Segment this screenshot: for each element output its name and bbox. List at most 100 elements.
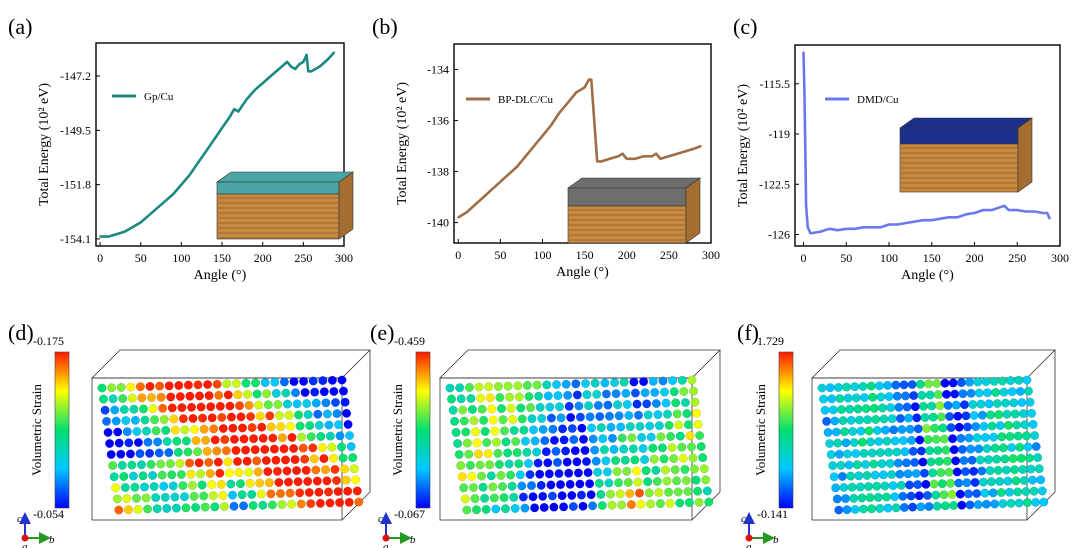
atom-sphere xyxy=(998,443,1008,453)
atom-sphere xyxy=(141,426,151,436)
atom-sphere xyxy=(284,410,294,420)
atom-sphere xyxy=(872,425,882,435)
atom-sphere xyxy=(121,416,131,426)
atom-sphere xyxy=(931,434,941,444)
atom-sphere xyxy=(354,497,364,507)
atom-sphere xyxy=(537,413,547,423)
atom-sphere xyxy=(176,470,186,480)
atom-sphere xyxy=(934,457,944,467)
atom-sphere xyxy=(276,422,286,432)
atom-sphere xyxy=(870,470,880,480)
x-tick-label: 100 xyxy=(880,251,898,265)
data-point xyxy=(499,180,502,183)
x-tick-label: 300 xyxy=(335,251,353,265)
atom-sphere xyxy=(493,448,503,458)
atom-sphere xyxy=(899,502,909,512)
atom-sphere xyxy=(875,448,885,458)
atom-sphere xyxy=(685,431,695,441)
atom-sphere xyxy=(864,482,874,492)
atom-sphere xyxy=(623,477,633,487)
atom-sphere xyxy=(223,457,233,467)
atom-sphere xyxy=(961,411,971,421)
atom-sphere xyxy=(575,412,585,422)
atom-sphere xyxy=(178,481,188,491)
atom-sphere xyxy=(268,433,278,443)
atom-sphere xyxy=(133,504,143,514)
atom-sphere xyxy=(930,423,940,433)
atom-sphere xyxy=(608,433,618,443)
atom-sphere xyxy=(185,391,195,401)
atom-sphere xyxy=(620,455,630,465)
atom-sphere xyxy=(208,491,218,501)
atom-sphere xyxy=(578,501,588,511)
atom-sphere xyxy=(889,425,899,435)
atom-sphere xyxy=(306,499,316,509)
colorbar-min-label: -0.141 xyxy=(757,507,788,521)
atom-sphere xyxy=(583,468,593,478)
atom-sphere xyxy=(629,377,639,387)
atom-sphere xyxy=(279,377,289,387)
data-point xyxy=(261,82,264,85)
atom-sphere xyxy=(995,421,1005,431)
atom-sphere xyxy=(244,400,254,410)
atom-sphere xyxy=(448,405,458,415)
atom-sphere xyxy=(129,404,139,414)
atom-sphere xyxy=(167,470,177,480)
atom-sphere xyxy=(539,502,549,512)
y-tick-label: -149.5 xyxy=(60,123,91,137)
atom-sphere xyxy=(567,424,577,434)
atom-sphere xyxy=(656,432,666,442)
atom-sphere xyxy=(820,405,830,415)
atom-sphere xyxy=(909,391,919,401)
inset-layer-front xyxy=(899,127,1019,145)
atom-sphere xyxy=(231,379,241,389)
data-point xyxy=(221,127,223,129)
atom-sphere xyxy=(468,483,478,493)
atom-sphere xyxy=(209,424,219,434)
atom-sphere xyxy=(1009,398,1019,408)
atom-sphere xyxy=(602,467,612,477)
atom-sphere xyxy=(128,471,138,481)
atom-sphere xyxy=(485,460,495,470)
atom-sphere xyxy=(298,443,308,453)
atom-sphere xyxy=(351,475,361,485)
atom-sphere xyxy=(607,500,617,510)
atom-sphere xyxy=(491,437,501,447)
atom-sphere xyxy=(1013,487,1023,497)
atom-sphere xyxy=(591,456,601,466)
atom-sphere xyxy=(666,431,676,441)
atom-sphere xyxy=(867,448,877,458)
atom-sphere xyxy=(994,410,1004,420)
colorbar-max-label: -0.459 xyxy=(394,334,425,348)
atom-sphere xyxy=(314,487,324,497)
atom-sphere xyxy=(215,401,225,411)
atom-sphere xyxy=(897,425,907,435)
atom-sphere xyxy=(114,505,124,515)
data-point xyxy=(965,213,967,216)
atom-sphere xyxy=(506,470,516,480)
atom-sphere xyxy=(834,505,844,515)
atom-sphere xyxy=(189,425,199,435)
data-point xyxy=(164,200,167,203)
atom-sphere xyxy=(693,486,703,496)
atom-sphere xyxy=(477,471,487,481)
colorbar-min-label: -0.067 xyxy=(394,507,425,521)
atom-sphere xyxy=(199,491,209,501)
atom-sphere xyxy=(1001,398,1011,408)
atom-sphere xyxy=(883,503,893,513)
atom-sphere xyxy=(480,493,490,503)
atom-sphere xyxy=(193,447,203,457)
atom-sphere xyxy=(1008,454,1018,464)
atom-sphere xyxy=(651,399,661,409)
atom-sphere xyxy=(895,469,905,479)
atom-sphere xyxy=(595,412,605,422)
atom-sphere xyxy=(527,481,537,491)
atom-sphere xyxy=(127,393,137,403)
atom-sphere xyxy=(646,432,656,442)
atom-sphere xyxy=(314,420,324,430)
atom-sphere xyxy=(972,489,982,499)
atom-sphere xyxy=(538,425,548,435)
atom-sphere xyxy=(929,479,939,489)
data-point xyxy=(491,188,493,191)
atom-sphere xyxy=(529,425,539,435)
